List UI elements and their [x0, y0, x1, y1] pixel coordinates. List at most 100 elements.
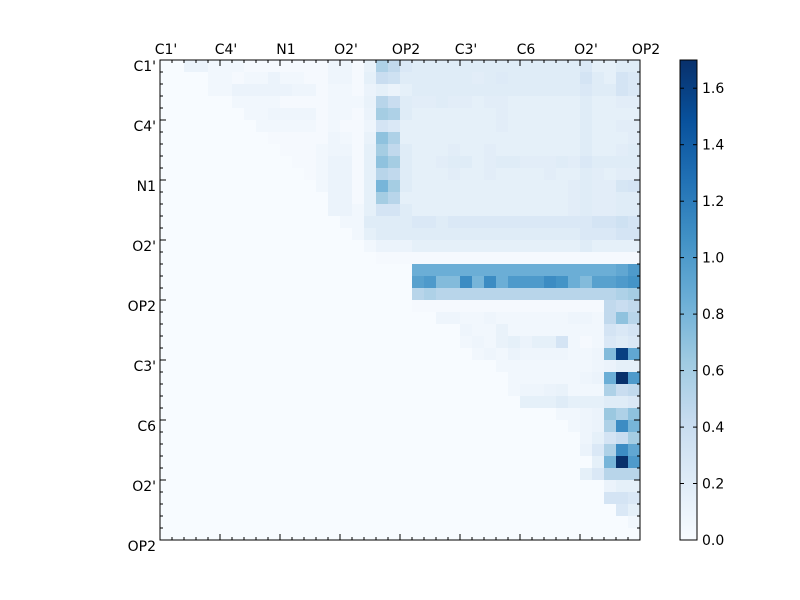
heatmap-cell: [604, 360, 616, 372]
x-tick-label: OP2: [392, 42, 420, 58]
heatmap-cell: [604, 384, 616, 396]
heatmap-cell: [532, 204, 544, 216]
heatmap-cell: [472, 312, 484, 324]
heatmap-cell: [268, 60, 280, 72]
heatmap-cell: [556, 120, 568, 132]
heatmap-cell: [520, 60, 532, 72]
heatmap-cell: [292, 72, 304, 84]
heatmap-cell: [532, 144, 544, 156]
heatmap-cell: [520, 72, 532, 84]
heatmap-cell: [460, 120, 472, 132]
heatmap-cell: [412, 240, 424, 252]
heatmap-cell: [400, 84, 412, 96]
heatmap-cell: [616, 120, 628, 132]
heatmap-cell: [628, 72, 640, 84]
heatmap-cell: [268, 120, 280, 132]
heatmap-cell: [604, 120, 616, 132]
heatmap-cell: [316, 168, 328, 180]
heatmap-cell: [532, 60, 544, 72]
heatmap-cell: [400, 216, 412, 228]
heatmap-cell: [616, 384, 628, 396]
heatmap-cell: [604, 192, 616, 204]
heatmap-cell: [484, 216, 496, 228]
x-tick-label: OP2: [632, 42, 660, 58]
heatmap-cell: [604, 96, 616, 108]
heatmap-cell: [388, 96, 400, 108]
heatmap-cell: [592, 156, 604, 168]
heatmap-cell: [628, 516, 640, 528]
heatmap-cell: [556, 84, 568, 96]
heatmap-cell: [520, 252, 532, 264]
heatmap-cell: [628, 372, 640, 384]
heatmap-cell: [580, 360, 592, 372]
heatmap-cell: [304, 144, 316, 156]
heatmap-cell: [208, 84, 220, 96]
heatmap-cell: [604, 180, 616, 192]
heatmap-cell: [532, 216, 544, 228]
heatmap-cell: [376, 144, 388, 156]
heatmap-cell: [376, 60, 388, 72]
heatmap-cell: [436, 72, 448, 84]
heatmap-cell: [532, 384, 544, 396]
heatmap-cell: [424, 216, 436, 228]
heatmap-cell: [412, 180, 424, 192]
heatmap-cell: [388, 192, 400, 204]
heatmap-cell: [532, 228, 544, 240]
heatmap-cell: [580, 432, 592, 444]
heatmap-cell: [616, 300, 628, 312]
heatmap-cell: [364, 216, 376, 228]
heatmap-cell: [412, 132, 424, 144]
colorbar-tick-label: 1.0: [702, 251, 724, 267]
heatmap-cell: [436, 144, 448, 156]
heatmap-cell: [568, 228, 580, 240]
heatmap-cell: [364, 120, 376, 132]
heatmap-cell: [544, 396, 556, 408]
heatmap-cell: [520, 240, 532, 252]
heatmap-cell: [340, 204, 352, 216]
heatmap-cell: [580, 132, 592, 144]
heatmap-cell: [568, 324, 580, 336]
heatmap-cell: [628, 144, 640, 156]
heatmap-cell: [628, 60, 640, 72]
heatmap-cell: [472, 156, 484, 168]
heatmap-cell: [568, 336, 580, 348]
heatmap-cell: [592, 60, 604, 72]
heatmap-cell: [568, 120, 580, 132]
heatmap-cell: [376, 192, 388, 204]
heatmap-cell: [352, 84, 364, 96]
heatmap-cell: [556, 312, 568, 324]
heatmap-cell: [604, 72, 616, 84]
heatmap-cell: [628, 252, 640, 264]
heatmap-cell: [244, 96, 256, 108]
heatmap-cell: [436, 60, 448, 72]
heatmap-cell: [580, 60, 592, 72]
heatmap-cell: [496, 180, 508, 192]
heatmap-cell: [484, 168, 496, 180]
heatmap-cell: [196, 60, 208, 72]
heatmap-cell: [568, 384, 580, 396]
heatmap-cell: [580, 144, 592, 156]
heatmap-cell: [484, 288, 496, 300]
heatmap-cell: [256, 84, 268, 96]
heatmap-cell: [448, 252, 460, 264]
heatmap-cell: [556, 252, 568, 264]
heatmap-cell: [484, 192, 496, 204]
heatmap-cell: [508, 360, 520, 372]
heatmap-cell: [304, 108, 316, 120]
heatmap-cell: [616, 468, 628, 480]
heatmap-cell: [256, 120, 268, 132]
heatmap-cell: [496, 312, 508, 324]
heatmap-cell: [244, 84, 256, 96]
heatmap-cell: [424, 156, 436, 168]
heatmap-cell: [568, 144, 580, 156]
heatmap-cell: [580, 84, 592, 96]
heatmap-cell: [604, 228, 616, 240]
heatmap-cell: [592, 132, 604, 144]
heatmap-cell: [604, 108, 616, 120]
heatmap-cell: [460, 96, 472, 108]
heatmap-cell: [472, 264, 484, 276]
heatmap-cell: [604, 444, 616, 456]
heatmap-cell: [400, 144, 412, 156]
heatmap-cell: [256, 96, 268, 108]
heatmap-cell: [520, 372, 532, 384]
